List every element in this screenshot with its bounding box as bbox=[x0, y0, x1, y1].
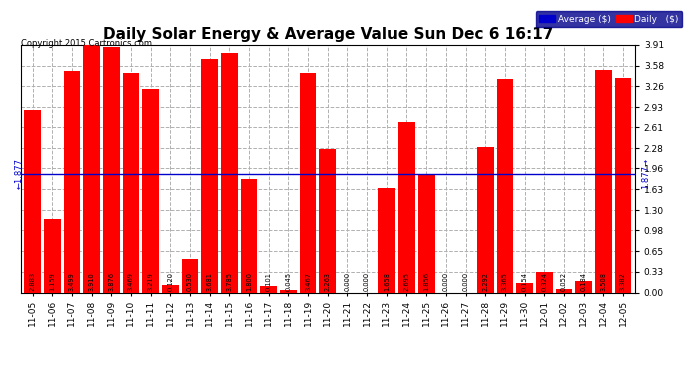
Text: 3.365: 3.365 bbox=[502, 272, 508, 291]
Text: 2.883: 2.883 bbox=[30, 272, 35, 291]
Bar bbox=[595, 70, 611, 292]
Bar bbox=[299, 73, 317, 292]
Bar bbox=[260, 286, 277, 292]
Legend: Average ($), Daily   ($): Average ($), Daily ($) bbox=[535, 11, 682, 27]
Bar bbox=[142, 89, 159, 292]
Bar bbox=[83, 45, 100, 292]
Bar bbox=[221, 53, 237, 292]
Text: ←1.877: ←1.877 bbox=[14, 158, 23, 189]
Bar bbox=[477, 147, 493, 292]
Text: 0.052: 0.052 bbox=[561, 272, 567, 291]
Bar bbox=[497, 80, 513, 292]
Bar bbox=[44, 219, 61, 292]
Bar bbox=[555, 289, 572, 292]
Bar bbox=[418, 175, 435, 292]
Bar bbox=[280, 290, 297, 292]
Bar bbox=[615, 78, 631, 292]
Text: 1.658: 1.658 bbox=[384, 272, 390, 291]
Text: 0.000: 0.000 bbox=[443, 272, 449, 291]
Title: Daily Solar Energy & Average Value Sun Dec 6 16:17: Daily Solar Energy & Average Value Sun D… bbox=[103, 27, 553, 42]
Text: 3.876: 3.876 bbox=[108, 272, 115, 291]
Text: 3.910: 3.910 bbox=[88, 273, 95, 291]
Bar bbox=[536, 272, 553, 292]
Bar bbox=[123, 73, 139, 292]
Bar bbox=[378, 188, 395, 292]
Text: 0.530: 0.530 bbox=[187, 272, 193, 291]
Bar bbox=[24, 110, 41, 292]
Text: 0.154: 0.154 bbox=[522, 272, 528, 291]
Text: 3.508: 3.508 bbox=[600, 272, 607, 291]
Text: 0.324: 0.324 bbox=[541, 272, 547, 291]
Bar bbox=[241, 178, 257, 292]
Text: 3.469: 3.469 bbox=[128, 272, 134, 291]
Bar bbox=[319, 149, 336, 292]
Text: 0.101: 0.101 bbox=[266, 272, 272, 291]
Text: Copyright 2015 Cartronics.com: Copyright 2015 Cartronics.com bbox=[21, 39, 152, 48]
Text: 3.785: 3.785 bbox=[226, 272, 233, 291]
Bar bbox=[398, 122, 415, 292]
Text: 3.499: 3.499 bbox=[69, 273, 75, 291]
Text: 0.000: 0.000 bbox=[364, 272, 370, 291]
Bar bbox=[162, 285, 179, 292]
Bar bbox=[181, 259, 198, 292]
Text: 0.120: 0.120 bbox=[167, 272, 173, 291]
Text: 0.184: 0.184 bbox=[580, 272, 586, 291]
Text: 1.159: 1.159 bbox=[49, 273, 55, 291]
Text: 0.000: 0.000 bbox=[462, 272, 469, 291]
Text: 1.856: 1.856 bbox=[423, 272, 429, 291]
Bar bbox=[575, 281, 592, 292]
Text: 3.382: 3.382 bbox=[620, 272, 626, 291]
Bar bbox=[201, 60, 218, 292]
Text: 3.681: 3.681 bbox=[206, 272, 213, 291]
Text: 1.800: 1.800 bbox=[246, 272, 252, 291]
Text: 2.695: 2.695 bbox=[404, 272, 409, 291]
Bar bbox=[63, 71, 80, 292]
Text: 2.292: 2.292 bbox=[482, 272, 489, 291]
Text: 3.219: 3.219 bbox=[148, 273, 154, 291]
Text: 0.000: 0.000 bbox=[344, 272, 351, 291]
Bar bbox=[516, 283, 533, 292]
Bar bbox=[103, 47, 119, 292]
Text: 3.467: 3.467 bbox=[305, 272, 311, 291]
Text: 0.045: 0.045 bbox=[286, 272, 291, 291]
Text: 2.263: 2.263 bbox=[325, 272, 331, 291]
Text: 1.877→: 1.877→ bbox=[641, 158, 650, 189]
